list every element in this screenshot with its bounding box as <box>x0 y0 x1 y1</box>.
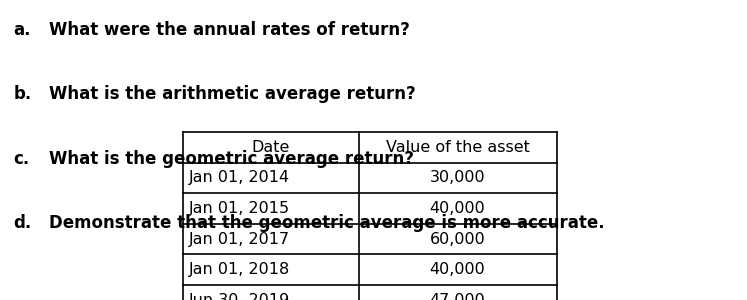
Text: 40,000: 40,000 <box>430 262 486 277</box>
Text: Jan 01, 2017: Jan 01, 2017 <box>189 232 290 247</box>
Text: Jan 01, 2018: Jan 01, 2018 <box>189 262 291 277</box>
Text: c.: c. <box>13 150 30 168</box>
Text: Value of the asset: Value of the asset <box>385 140 530 155</box>
Text: Jun 30, 2019: Jun 30, 2019 <box>189 293 291 300</box>
Text: Jan 01, 2014: Jan 01, 2014 <box>189 170 290 185</box>
Text: What were the annual rates of return?: What were the annual rates of return? <box>49 21 409 39</box>
Text: Demonstrate that the geometric average is more accurate.: Demonstrate that the geometric average i… <box>49 214 604 232</box>
Text: b.: b. <box>13 85 31 103</box>
Text: 47,000: 47,000 <box>430 293 486 300</box>
Text: 40,000: 40,000 <box>430 201 486 216</box>
Text: 30,000: 30,000 <box>430 170 486 185</box>
Text: Date: Date <box>252 140 290 155</box>
Text: a.: a. <box>13 21 31 39</box>
Text: What is the geometric average return?: What is the geometric average return? <box>49 150 414 168</box>
Text: d.: d. <box>13 214 31 232</box>
Text: Jan 01, 2015: Jan 01, 2015 <box>189 201 290 216</box>
Text: What is the arithmetic average return?: What is the arithmetic average return? <box>49 85 415 103</box>
Text: 60,000: 60,000 <box>430 232 486 247</box>
